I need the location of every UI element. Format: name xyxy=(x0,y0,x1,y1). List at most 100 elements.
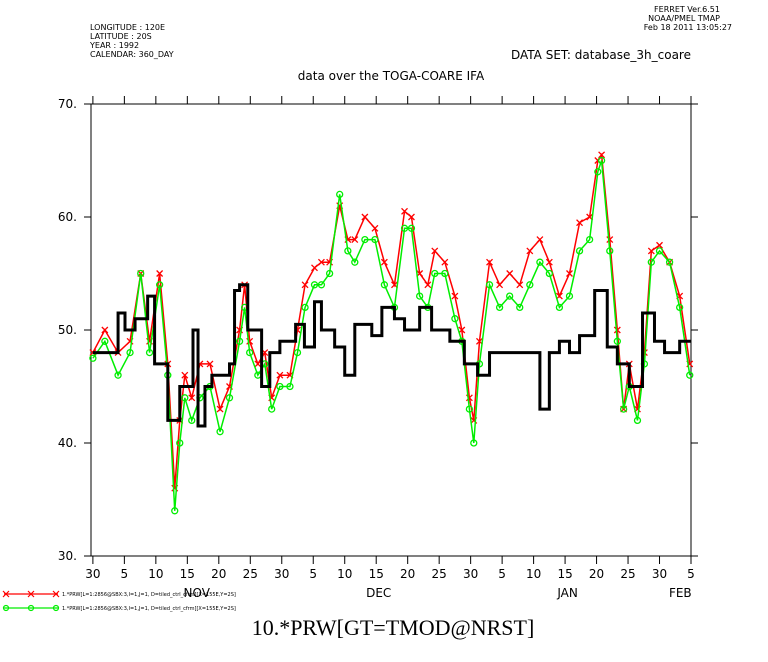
circle-marker xyxy=(301,303,309,312)
circle-marker xyxy=(575,247,584,255)
y-tick-label: 60. xyxy=(58,210,77,224)
month-label: JAN xyxy=(556,586,578,600)
circle-marker xyxy=(495,303,504,312)
x-marker xyxy=(545,258,553,266)
circle-marker xyxy=(317,281,326,289)
circle-marker xyxy=(613,337,621,345)
circle-marker xyxy=(336,190,344,199)
circle-marker xyxy=(676,303,684,312)
circle-marker xyxy=(516,303,524,312)
x-tick-label: 20 xyxy=(211,567,226,581)
x-marker xyxy=(647,247,655,255)
x-marker xyxy=(371,224,379,232)
x-axis-label: 10.*PRW[GT=TMOD@NRST] xyxy=(252,615,535,640)
circle-marker xyxy=(597,156,606,165)
x-tick-label: 15 xyxy=(557,567,572,581)
circle-marker xyxy=(619,405,628,413)
x-marker xyxy=(254,360,262,368)
circle-marker xyxy=(235,337,244,345)
legend-marker xyxy=(2,590,10,598)
circle-marker xyxy=(325,269,334,278)
x-tick-label: 10 xyxy=(526,567,541,581)
x-marker xyxy=(506,270,514,277)
x-marker xyxy=(317,258,325,266)
x-tick-label: 5 xyxy=(498,567,506,581)
y-tick-label: 30. xyxy=(58,549,77,563)
circle-marker xyxy=(407,224,416,232)
circle-marker xyxy=(594,168,602,176)
x-marker xyxy=(311,264,318,272)
circle-marker xyxy=(686,371,694,379)
x-marker xyxy=(101,326,109,334)
circle-marker xyxy=(655,247,664,255)
circle-marker xyxy=(371,235,379,244)
x-marker xyxy=(441,258,449,266)
header-year: YEAR : 1992 xyxy=(89,41,139,50)
x-tick-label: 30 xyxy=(85,567,100,581)
circle-marker xyxy=(506,292,514,300)
legend-marker xyxy=(27,604,35,612)
circle-marker xyxy=(89,354,97,362)
x-marker xyxy=(188,394,196,402)
ferret-org: NOAA/PMEL TMAP xyxy=(648,14,720,23)
month-label: NOV xyxy=(184,586,211,600)
legend-marker xyxy=(52,590,60,598)
x-marker xyxy=(496,281,504,289)
x-marker xyxy=(598,151,606,159)
circle-marker xyxy=(293,348,302,357)
circle-marker xyxy=(286,382,294,391)
circle-marker xyxy=(647,258,655,266)
x-marker xyxy=(181,371,189,379)
circle-marker xyxy=(536,258,544,266)
x-marker xyxy=(206,360,214,368)
circle-marker xyxy=(380,281,389,289)
x-marker xyxy=(216,405,224,413)
circle-marker xyxy=(155,281,164,289)
x-marker xyxy=(576,219,584,227)
x-marker xyxy=(536,236,544,244)
x-marker xyxy=(380,258,388,266)
x-tick-label: 20 xyxy=(589,567,604,581)
x-marker xyxy=(156,270,164,277)
x-marker xyxy=(361,213,369,221)
circle-marker xyxy=(176,439,184,447)
step-line xyxy=(92,283,691,428)
x-marker xyxy=(276,371,284,379)
circle-marker xyxy=(415,292,424,300)
month-label: DEC xyxy=(366,586,391,600)
circle-marker xyxy=(465,405,474,413)
ferret-date: Feb 18 2011 13:05:27 xyxy=(644,23,732,32)
header-longitude: LONGITUDE : 120E xyxy=(90,23,165,32)
x-tick-label: 10 xyxy=(337,567,352,581)
dataset: DATA SET: database_3h_coare xyxy=(511,48,691,62)
header-latitude: LATITUDE : 20S xyxy=(90,32,152,41)
x-marker xyxy=(656,241,663,249)
x-marker xyxy=(431,247,439,255)
x-tick-label: 30 xyxy=(652,567,667,581)
x-marker xyxy=(401,207,408,215)
circle-marker xyxy=(431,269,439,278)
legend-marker xyxy=(2,604,10,612)
chart-title: data over the TOGA-COARE IFA xyxy=(298,69,485,83)
x-marker xyxy=(486,258,493,266)
x-marker xyxy=(351,236,359,244)
circle-marker xyxy=(351,258,359,266)
circle-marker xyxy=(171,507,179,515)
x-tick-label: 20 xyxy=(400,567,415,581)
circle-marker xyxy=(246,348,254,357)
circle-marker xyxy=(555,303,564,312)
x-tick-label: 5 xyxy=(309,567,317,581)
circle-marker xyxy=(451,315,459,323)
circle-marker xyxy=(216,428,224,436)
circle-marker xyxy=(310,281,319,289)
circle-marker xyxy=(565,292,574,300)
y-tick-label: 70. xyxy=(58,97,77,111)
plot-area: 30. 40. 50. 60. 70. 30 5 10 15 20 25 30 5 10 15 20 25 30 5… xyxy=(58,96,698,600)
circle-marker xyxy=(276,382,284,391)
x-tick-label: 25 xyxy=(243,567,258,581)
x-tick-label: 15 xyxy=(369,567,384,581)
legend-item: 1.*PRW[L=1:2856@SBX:3,I=1,J=1, D=tiled_c… xyxy=(2,604,236,612)
x-marker xyxy=(613,326,621,334)
